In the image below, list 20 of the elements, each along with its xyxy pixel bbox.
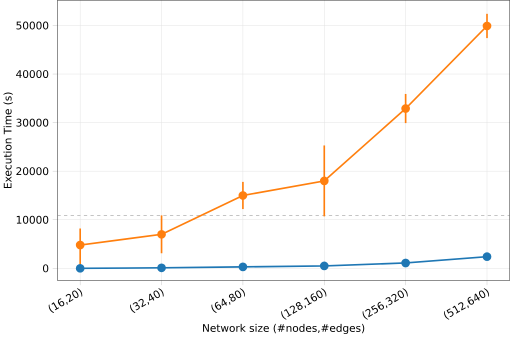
point bbox=[320, 176, 329, 186]
y-tick-label: 30000 bbox=[16, 118, 48, 126]
point bbox=[238, 190, 248, 200]
y-tick-label: 10000 bbox=[16, 216, 48, 224]
point bbox=[401, 258, 410, 268]
y-tick-label: 50000 bbox=[16, 21, 48, 30]
point bbox=[76, 264, 85, 272]
point bbox=[238, 262, 248, 271]
y-tick-label: 0 bbox=[43, 264, 48, 272]
point bbox=[157, 230, 166, 238]
point bbox=[320, 261, 329, 270]
point bbox=[482, 21, 492, 30]
point bbox=[401, 104, 410, 113]
point bbox=[157, 263, 166, 272]
y-tick-label: 40000 bbox=[16, 70, 48, 78]
x-axis-title: Network size (#nodes,#edges) bbox=[203, 324, 364, 334]
point bbox=[76, 240, 85, 250]
y-axis-title: Execution Time (s) bbox=[4, 92, 13, 188]
point bbox=[482, 252, 492, 261]
y-tick-label: 20000 bbox=[16, 166, 48, 175]
